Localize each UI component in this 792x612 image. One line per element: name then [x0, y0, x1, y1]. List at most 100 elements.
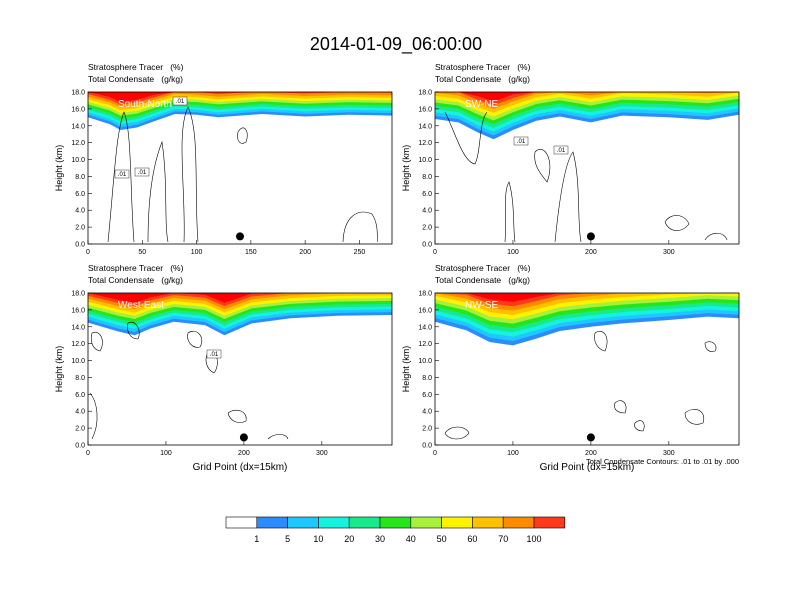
- y-tick-label: 12.0: [71, 140, 85, 147]
- y-axis-label: Height (km): [54, 346, 64, 393]
- panel-subtitle: Total Condensate (g/kg): [88, 275, 183, 285]
- colorbar-swatch: [533, 516, 566, 529]
- tracer-band-11: [88, 92, 392, 102]
- y-tick-label: 16.0: [71, 106, 85, 113]
- x-tick-label: 200: [238, 450, 250, 457]
- contour-label-box: [206, 349, 222, 359]
- contour-label-box: [513, 136, 529, 146]
- contour-line: [187, 330, 203, 348]
- panel-title: Stratosphere Tracer (%): [88, 62, 184, 72]
- x-tick-label: 250: [354, 249, 366, 256]
- contour-label: .01: [210, 352, 219, 358]
- y-tick-label: 2.0: [75, 225, 85, 232]
- contour-line: [107, 111, 135, 243]
- x-axis-label: Grid Point (dx=15km): [193, 462, 288, 473]
- plot-frame: [434, 292, 740, 446]
- colorbar-swatch: [287, 516, 319, 529]
- y-tick-label: 18.0: [418, 291, 432, 298]
- colorbar-label: 5: [285, 534, 290, 544]
- contour-line: [684, 409, 705, 425]
- x-tick-label: 100: [507, 249, 519, 256]
- contour-label-box: [114, 169, 130, 179]
- y-tick-label: 8.0: [422, 375, 432, 382]
- y-tick-label: 4.0: [75, 409, 85, 416]
- footnote: Total Condensate Contours: .01 to .01 by…: [586, 457, 739, 466]
- panel-title: Stratosphere Tracer (%): [435, 62, 531, 72]
- contour-line: [267, 434, 289, 440]
- contour-line: [614, 400, 627, 414]
- y-tick-label: 2.0: [422, 426, 432, 433]
- y-tick-label: 2.0: [75, 426, 85, 433]
- x-tick-label: 300: [663, 450, 675, 457]
- colorbar-swatch: [379, 516, 412, 529]
- panel-name: South-North: [118, 99, 172, 110]
- x-tick-label: 300: [663, 249, 675, 256]
- tracer-band-11: [435, 92, 739, 102]
- colorbar-label: 30: [375, 534, 385, 544]
- panel-title: Stratosphere Tracer (%): [88, 263, 184, 273]
- contour-label: .01: [118, 172, 127, 178]
- colorbar-label: 70: [498, 534, 508, 544]
- y-tick-label: 10.0: [418, 157, 432, 164]
- panel-subtitle: Total Condensate (g/kg): [435, 74, 530, 84]
- location-marker: [236, 232, 244, 241]
- y-tick-label: 12.0: [418, 140, 432, 147]
- tracer-band-10: [435, 92, 739, 106]
- panels: .01 .01 .01 South-North 0.0 2.0 4.0 6.0 8.0 10.0 1…: [54, 62, 740, 473]
- x-tick-label: 100: [191, 249, 203, 256]
- panel-name: NW-SE: [465, 300, 498, 311]
- y-tick-label: 10.0: [71, 358, 85, 365]
- y-tick-label: 4.0: [422, 208, 432, 215]
- y-tick-label: 0.0: [422, 443, 432, 450]
- contour-line: [704, 232, 728, 241]
- contour-line: [127, 321, 140, 340]
- contour-line: [534, 149, 551, 183]
- colorbar-swatch: [318, 516, 350, 529]
- tracer-band-11: [88, 293, 392, 303]
- contour-line: [594, 331, 608, 352]
- x-tick-label: 300: [316, 450, 328, 457]
- y-tick-label: 4.0: [422, 409, 432, 416]
- x-tick-label: 100: [160, 450, 172, 457]
- tracer-field: [435, 92, 739, 140]
- x-tick-label: 200: [299, 249, 311, 256]
- contour-line: [181, 106, 199, 243]
- panel-nw-se: NW-SE 0.0 2.0 4.0 6.0 8.0 10.0 12.0 14.0 16.0 18.0…: [401, 263, 740, 473]
- y-tick-label: 6.0: [75, 392, 85, 399]
- contour-label-box: [172, 96, 188, 106]
- tracer-field: [88, 293, 392, 336]
- y-tick-label: 0.0: [75, 443, 85, 450]
- panel-name: SW-NE: [465, 99, 498, 110]
- location-marker: [586, 433, 595, 442]
- colorbar-swatch: [225, 516, 258, 529]
- y-tick-label: 0.0: [75, 242, 85, 249]
- y-tick-label: 16.0: [418, 106, 432, 113]
- panel-subtitle: Total Condensate (g/kg): [435, 275, 530, 285]
- colorbar-swatch: [410, 516, 442, 529]
- y-tick-label: 18.0: [418, 90, 432, 97]
- tracer-field: [435, 293, 739, 346]
- contour-line: [227, 409, 247, 423]
- tracer-band-11: [435, 293, 739, 302]
- condensate-contours: [89, 321, 289, 440]
- panel-west-east: .01 West-East 0.0 2.0 4.0 6.0 8.0 10.0 12.0 14.0 1…: [54, 263, 393, 473]
- x-tick-label: 0: [433, 249, 437, 256]
- colorbar-swatch: [348, 516, 381, 529]
- colorbar-label: 50: [437, 534, 447, 544]
- contour-line: [664, 215, 690, 231]
- colorbar: 1 5 10 20 30 40 50 60 70 100: [225, 516, 566, 544]
- contour-label: .01: [138, 170, 147, 176]
- x-tick-label: 0: [433, 450, 437, 457]
- colorbar-label: 100: [526, 534, 541, 544]
- contour-label: .01: [557, 148, 566, 154]
- contour-label: .01: [517, 139, 526, 145]
- y-tick-label: 14.0: [418, 123, 432, 130]
- y-tick-label: 14.0: [418, 324, 432, 331]
- y-tick-label: 8.0: [422, 174, 432, 181]
- y-tick-label: 10.0: [418, 358, 432, 365]
- x-tick-label: 200: [585, 450, 597, 457]
- colorbar-swatch: [502, 516, 535, 529]
- colorbar-swatch: [441, 516, 473, 529]
- x-tick-label: 200: [585, 249, 597, 256]
